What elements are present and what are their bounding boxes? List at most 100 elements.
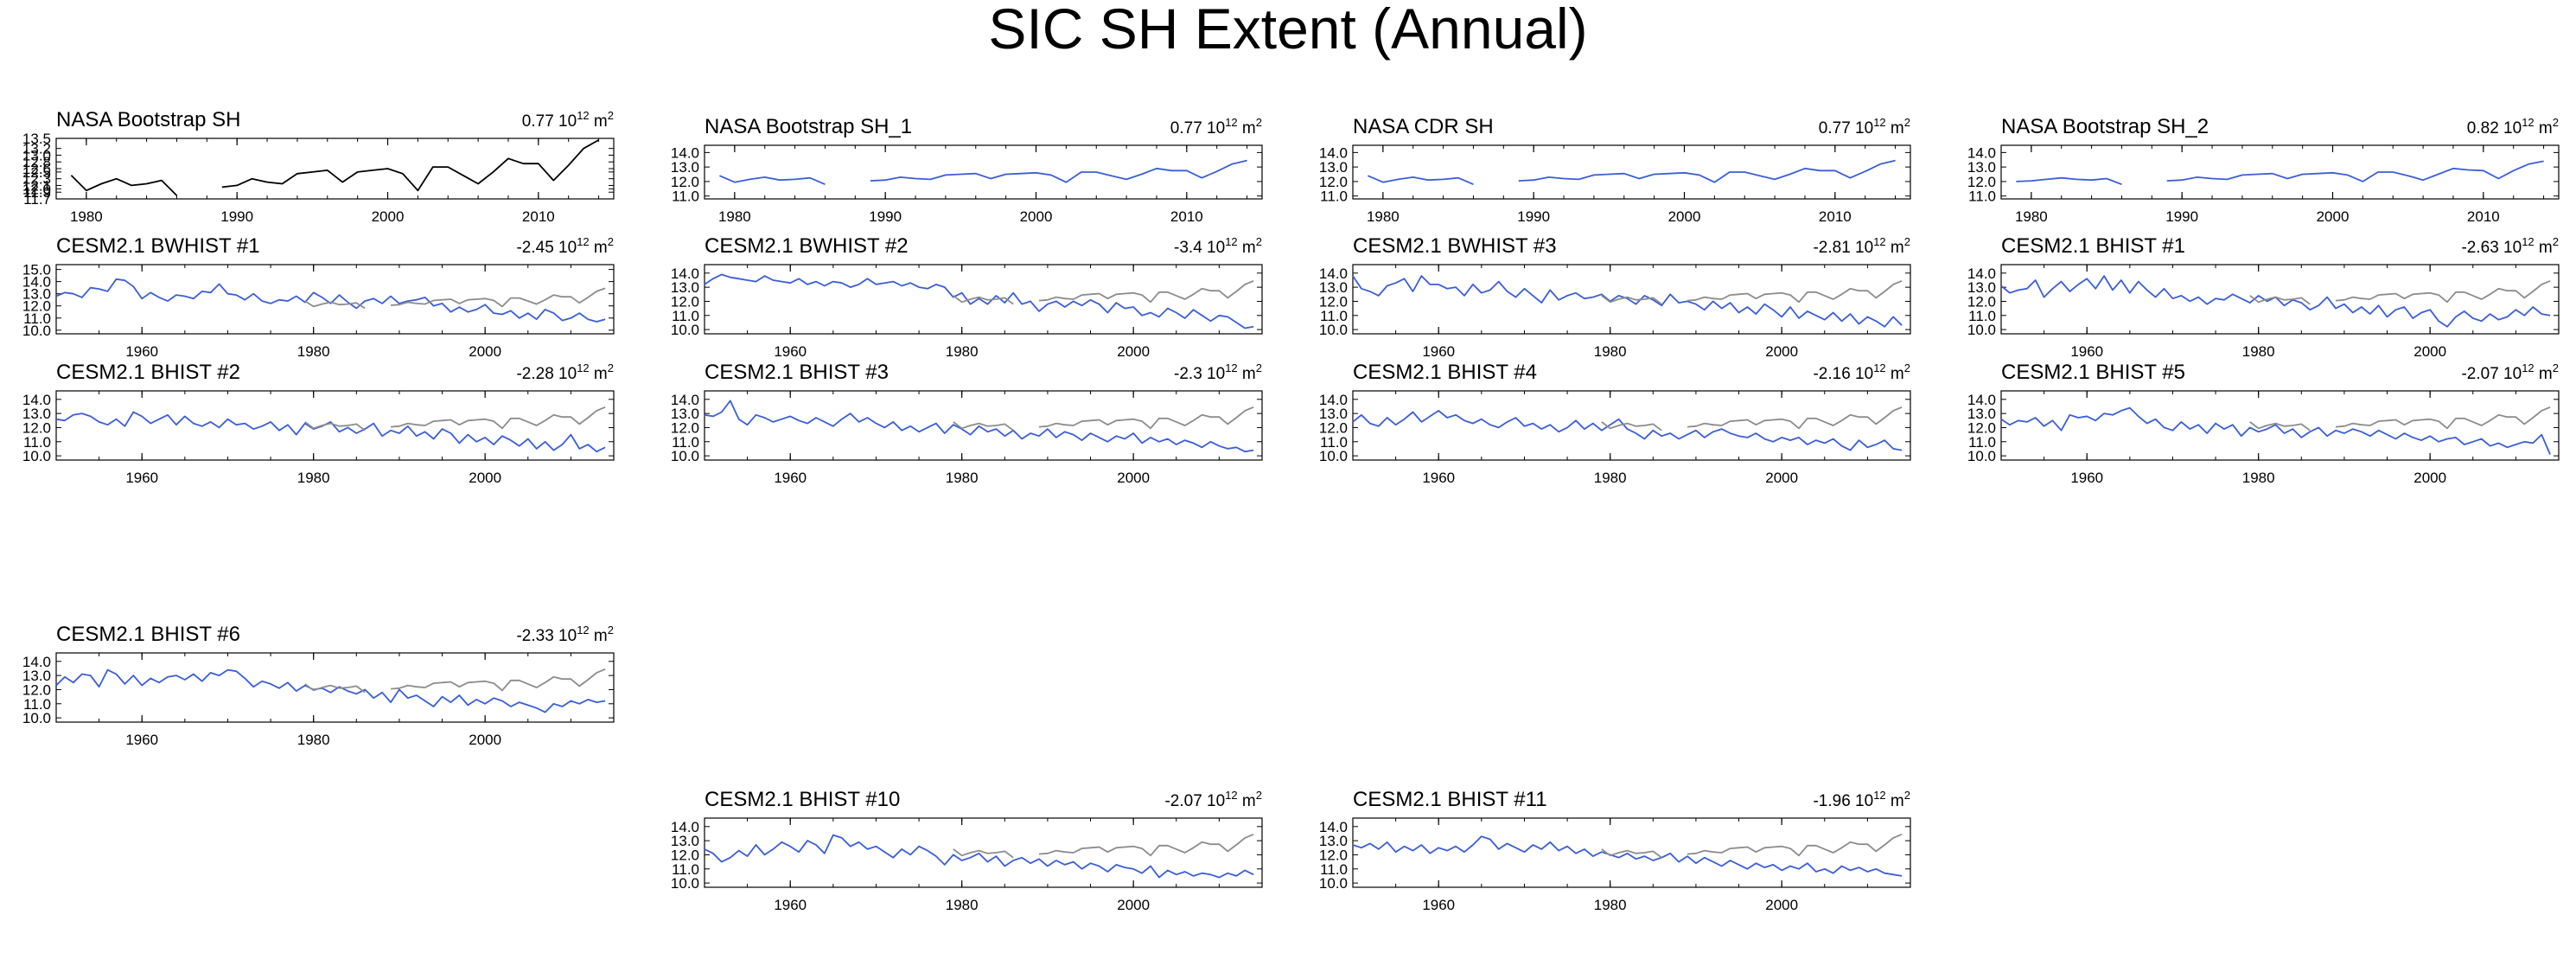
x-tick-label: 2000	[1020, 208, 1053, 225]
series-line	[704, 400, 1254, 453]
plot-frame	[55, 138, 615, 200]
x-tick-label: 2000	[2413, 343, 2446, 360]
series-line	[1518, 159, 1896, 183]
y-tick-label: 13.0	[22, 406, 51, 422]
y-tick-label: 13.0	[671, 279, 699, 296]
x-tick-label: 1980	[946, 897, 979, 913]
y-tick-label: 12.3	[22, 171, 51, 188]
x-tick-label: 1980	[2242, 343, 2275, 360]
y-tick-label: 10.0	[1967, 322, 1996, 338]
y-tick-label: 10.0	[22, 323, 51, 339]
series-line	[2000, 275, 2551, 328]
y-tick-label: 10.0	[22, 710, 51, 726]
y-tick-label: 10.0	[671, 448, 699, 464]
plot-frame	[55, 652, 615, 723]
plot-frame	[2000, 390, 2560, 461]
x-tick-label: 2000	[2317, 208, 2350, 225]
plot-frame	[1352, 390, 1911, 461]
y-tick-label: 14.0	[22, 274, 51, 291]
x-tick-label: 2000	[1765, 343, 1798, 360]
series-line	[304, 300, 366, 310]
y-tick-label: 11.0	[23, 696, 51, 713]
panel-title: CESM2.1 BHIST #6	[56, 623, 240, 646]
panel-title: NASA Bootstrap SH_2	[2001, 115, 2209, 138]
series-line	[1687, 406, 1903, 430]
y-tick-label: 11.7	[23, 191, 51, 208]
series-line	[2016, 176, 2122, 186]
series-line	[70, 175, 178, 196]
y-tick-label: 11.0	[672, 308, 699, 324]
x-tick-label: 1980	[1594, 470, 1627, 486]
y-tick-label: 14.0	[1319, 144, 1348, 161]
y-tick-label: 14.0	[671, 392, 699, 408]
panel-trend: -2.07 1012 m2	[2461, 361, 2559, 383]
y-tick-label: 12.0	[1319, 847, 1348, 863]
panel-trend: -2.28 1012 m2	[516, 361, 614, 383]
panel-title: CESM2.1 BWHIST #1	[56, 234, 260, 258]
panel-title: NASA Bootstrap SH	[56, 108, 240, 131]
x-tick-label: 1980	[1367, 208, 1400, 225]
x-tick-label: 1960	[125, 470, 158, 486]
x-tick-label: 1960	[1422, 343, 1455, 360]
y-tick-label: 11.0	[1968, 308, 1996, 324]
series-line	[2166, 160, 2544, 182]
y-tick-label: 14.0	[671, 144, 699, 161]
y-tick-label: 13.5	[22, 131, 51, 147]
x-tick-label: 2010	[2467, 208, 2500, 225]
y-tick-label: 14.0	[1967, 265, 1996, 282]
y-tick-label: 10.0	[1319, 448, 1348, 464]
series-line	[1687, 833, 1903, 857]
y-tick-label: 12.8	[22, 154, 51, 170]
figure-title: SIC SH Extent (Annual)	[988, 0, 1587, 61]
x-tick-label: 1960	[1422, 470, 1455, 486]
panel-14: CESM2.1 BHIST #10 -2.07 1012 m2 14.013.012…	[671, 788, 1263, 913]
y-tick-label: 13.0	[671, 833, 699, 849]
series-line	[390, 668, 606, 692]
y-tick-label: 14.0	[1967, 144, 1996, 161]
series-line	[1038, 406, 1254, 430]
plot-frame	[1352, 144, 1911, 200]
panel-8: CESM2.1 BHIST #1 -2.63 1012 m2 14.013.012.…	[1967, 234, 2560, 360]
y-tick-label: 11.0	[672, 861, 699, 878]
series-line	[221, 139, 600, 192]
panel-trend: 0.77 1012 m2	[1819, 116, 1910, 138]
panel-4: NASA Bootstrap SH_2 0.82 1012 m214.013.01…	[1967, 115, 2560, 225]
series-line	[1038, 279, 1254, 304]
x-tick-label: 1980	[297, 343, 330, 360]
series-line	[1352, 409, 1903, 451]
plot-frame	[2000, 144, 2560, 200]
y-tick-label: 13.2	[22, 141, 51, 157]
x-tick-label: 1990	[869, 208, 902, 225]
plot-frame	[2000, 264, 2560, 335]
y-tick-label: 12.0	[22, 419, 51, 436]
x-tick-label: 1980	[1594, 343, 1627, 360]
panel-5: CESM2.1 BWHIST #1 -2.45 1012 m2 15.014.013…	[22, 234, 615, 360]
series-line	[304, 683, 366, 694]
panel-trend: -2.16 1012 m2	[1813, 361, 1910, 383]
x-tick-label: 1990	[2165, 208, 2198, 225]
series-line	[1352, 275, 1903, 328]
panel-title: CESM2.1 BHIST #2	[56, 361, 240, 384]
y-tick-label: 13.0	[22, 286, 51, 303]
y-tick-label: 12.0	[671, 419, 699, 436]
panel-title: NASA CDR SH	[1353, 115, 1494, 138]
plot-frame	[704, 144, 1263, 200]
series-line	[1368, 175, 1474, 186]
x-tick-label: 1960	[125, 343, 158, 360]
y-tick-label: 13.0	[1967, 159, 1996, 176]
y-tick-label: 14.0	[1319, 265, 1348, 282]
x-tick-label: 1980	[946, 470, 979, 486]
x-tick-label: 1980	[2015, 208, 2048, 225]
series-line	[704, 273, 1254, 329]
series-line	[55, 278, 606, 323]
plot-frame	[704, 817, 1263, 888]
y-tick-label: 13.0	[22, 668, 51, 684]
x-tick-label: 2000	[1668, 208, 1701, 225]
panel-6: CESM2.1 BWHIST #2 -3.4 1012 m2 14.013.012.…	[671, 234, 1263, 360]
y-tick-label: 11.0	[672, 434, 699, 451]
y-tick-label: 12.6	[22, 161, 51, 177]
plot-frame	[55, 390, 615, 461]
y-tick-label: 12.0	[671, 847, 699, 863]
series-line	[2249, 295, 2311, 305]
